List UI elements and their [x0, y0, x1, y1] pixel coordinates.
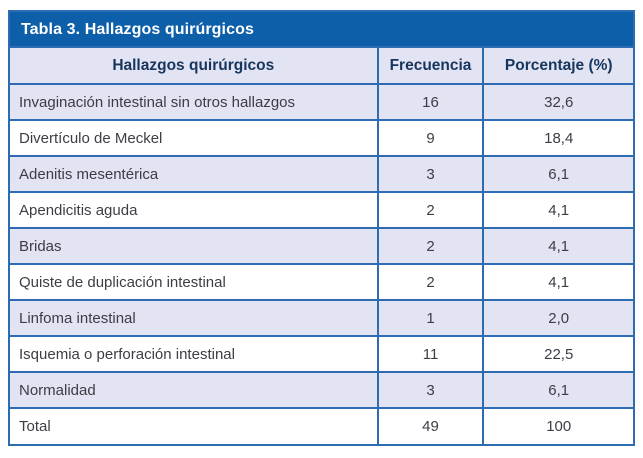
frequency-cell: 11 — [376, 335, 485, 373]
frequency-cell: 3 — [376, 371, 485, 409]
table-row: Linfoma intestinal 1 2,0 — [10, 299, 633, 337]
percentage-cell: 6,1 — [482, 371, 633, 409]
header-row: Hallazgos quirúrgicos Frecuencia Porcent… — [10, 48, 633, 85]
table-row: Isquemia o perforación intestinal 11 22,… — [10, 335, 633, 373]
column-header-percentage: Porcentaje (%) — [482, 48, 633, 85]
finding-cell: Apendicitis aguda — [10, 191, 379, 229]
finding-cell: Linfoma intestinal — [10, 299, 379, 337]
table-body: Invaginación intestinal sin otros hallaz… — [10, 83, 633, 444]
finding-cell: Bridas — [10, 227, 379, 265]
percentage-cell: 22,5 — [482, 335, 633, 373]
table-row: Divertículo de Meckel 9 18,4 — [10, 119, 633, 157]
finding-cell: Isquemia o perforación intestinal — [10, 335, 379, 373]
table-row: Adenitis mesentérica 3 6,1 — [10, 155, 633, 193]
percentage-cell: 4,1 — [482, 191, 633, 229]
finding-cell: Adenitis mesentérica — [10, 155, 379, 193]
frequency-cell: 16 — [376, 83, 485, 121]
frequency-cell: 2 — [376, 191, 485, 229]
frequency-cell: 49 — [376, 407, 485, 444]
table-row: Invaginación intestinal sin otros hallaz… — [10, 83, 633, 121]
column-header-frequency: Frecuencia — [376, 48, 485, 85]
frequency-cell: 2 — [376, 263, 485, 301]
frequency-cell: 9 — [376, 119, 485, 157]
table-row: Total 49 100 — [10, 407, 633, 444]
findings-table-container: Tabla 3. Hallazgos quirúrgicos Hallazgos… — [8, 10, 635, 446]
percentage-cell: 6,1 — [482, 155, 633, 193]
percentage-cell: 2,0 — [482, 299, 633, 337]
finding-cell: Invaginación intestinal sin otros hallaz… — [10, 83, 379, 121]
findings-table: Hallazgos quirúrgicos Frecuencia Porcent… — [10, 48, 633, 444]
frequency-cell: 3 — [376, 155, 485, 193]
percentage-cell: 4,1 — [482, 227, 633, 265]
frequency-cell: 1 — [376, 299, 485, 337]
table-row: Quiste de duplicación intestinal 2 4,1 — [10, 263, 633, 301]
table-title: Tabla 3. Hallazgos quirúrgicos — [10, 12, 633, 48]
table-header: Hallazgos quirúrgicos Frecuencia Porcent… — [10, 48, 633, 85]
finding-cell: Divertículo de Meckel — [10, 119, 379, 157]
percentage-cell: 4,1 — [482, 263, 633, 301]
frequency-cell: 2 — [376, 227, 485, 265]
finding-cell: Quiste de duplicación intestinal — [10, 263, 379, 301]
percentage-cell: 100 — [482, 407, 633, 444]
finding-cell: Normalidad — [10, 371, 379, 409]
table-row: Normalidad 3 6,1 — [10, 371, 633, 409]
column-header-findings: Hallazgos quirúrgicos — [10, 48, 379, 85]
finding-cell: Total — [10, 407, 379, 444]
table-row: Bridas 2 4,1 — [10, 227, 633, 265]
table-row: Apendicitis aguda 2 4,1 — [10, 191, 633, 229]
percentage-cell: 32,6 — [482, 83, 633, 121]
percentage-cell: 18,4 — [482, 119, 633, 157]
